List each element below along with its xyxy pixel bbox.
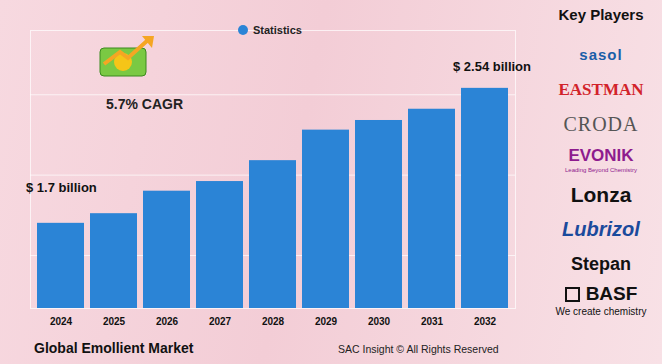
html-text:Statistics: Statistics (253, 24, 302, 36)
html-text:SAC Insight © All Rights Reser: SAC Insight © All Rights Reserved (338, 343, 499, 355)
html-text:Global Emollient Market: Global Emollient Market (34, 340, 194, 356)
html-text:EASTMAN: EASTMAN (558, 79, 644, 99)
svg-text:2031: 2031 (421, 316, 444, 327)
svg-text:2024: 2024 (50, 316, 73, 327)
svg-text:2028: 2028 (262, 316, 285, 327)
svg-text:$ 2.54 billion: $ 2.54 billion (453, 59, 531, 74)
svg-text:2030: 2030 (368, 316, 391, 327)
html-text:We create chemistry: We create chemistry (555, 305, 647, 317)
html-text:Stepan: Stepan (571, 254, 631, 274)
html-text:CRODA: CRODA (563, 113, 639, 135)
html-text:Key Players: Key Players (558, 6, 644, 23)
svg-text:2027: 2027 (209, 316, 232, 327)
svg-text:2032: 2032 (474, 316, 497, 327)
svg-text:2029: 2029 (315, 316, 338, 327)
svg-text:2026: 2026 (156, 316, 179, 327)
html-text:sasol: sasol (579, 46, 623, 63)
html-text:Lonza: Lonza (570, 182, 632, 206)
svg-text:2025: 2025 (103, 316, 126, 327)
html-text:Leading Beyond Chemistry: Leading Beyond Chemistry (565, 167, 637, 173)
html-text:Lubrizol: Lubrizol (562, 218, 640, 240)
html-text:5.7% CAGR: 5.7% CAGR (106, 96, 183, 112)
html-text:EVONIK: EVONIK (568, 146, 634, 165)
svg-text:$ 1.7 billion: $ 1.7 billion (26, 179, 97, 194)
html-text:BASF: BASF (585, 282, 638, 304)
